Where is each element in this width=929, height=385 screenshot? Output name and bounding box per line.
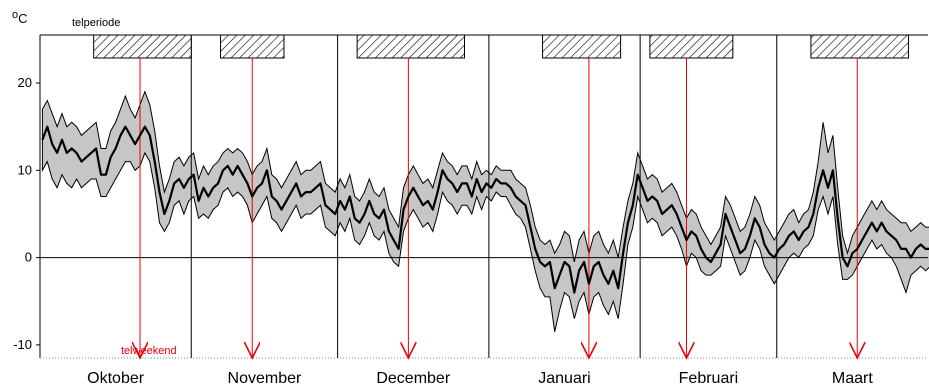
count-weekend-arrow-layer — [140, 58, 857, 358]
plot-frame — [39, 34, 928, 359]
count-period-label: telperiode — [72, 17, 120, 29]
mean-temperature-line — [41, 125, 929, 294]
count-period-box — [93, 34, 192, 59]
y-axis-ticks: 20 10 0 -10 — [13, 75, 40, 352]
count-period-box — [542, 34, 622, 59]
y-unit-superscript: o — [12, 9, 18, 21]
min-max-band-layer — [41, 90, 929, 332]
month-label: November — [228, 370, 302, 385]
y-unit-main: C — [18, 11, 27, 26]
y-tick-label: -10 — [13, 337, 32, 352]
y-tick-label: 0 — [25, 250, 32, 265]
count-period-box — [649, 34, 734, 59]
count-period-layer — [93, 34, 909, 59]
min-max-band — [41, 90, 929, 332]
count-weekend-label: telweekend — [121, 345, 177, 357]
mean-line-layer — [41, 125, 929, 294]
month-label: Februari — [679, 370, 739, 385]
y-tick-label: 20 — [18, 75, 32, 90]
count-period-box — [356, 34, 465, 59]
y-tick-label: 10 — [18, 162, 32, 177]
y-unit-label: oC — [12, 9, 28, 26]
count-period-box — [220, 34, 285, 59]
month-label: Januari — [538, 370, 590, 385]
month-label: Maart — [832, 370, 873, 385]
month-label: December — [376, 370, 450, 385]
month-label: Oktober — [87, 370, 145, 385]
month-labels: Oktober November December Januari Februari Ma… — [87, 370, 873, 385]
count-period-box — [810, 34, 909, 59]
